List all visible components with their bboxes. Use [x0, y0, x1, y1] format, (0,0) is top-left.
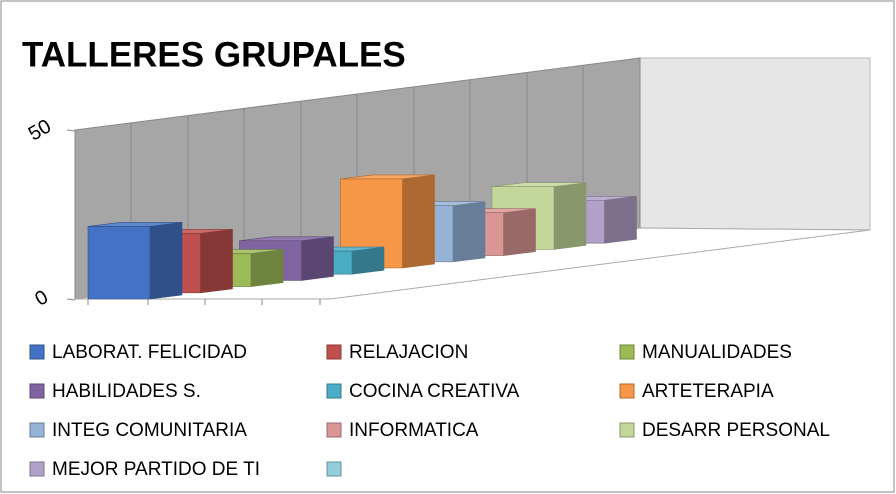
legend-label: RELAJACION: [349, 342, 468, 363]
legend-swatch: [326, 422, 342, 438]
legend-swatch: [619, 344, 635, 360]
legend-label: INFORMATICA: [349, 420, 479, 441]
legend-label: ARTETERAPIA: [642, 381, 774, 402]
legend-swatch: [326, 383, 342, 399]
legend-swatch: [29, 344, 45, 360]
chart-title: TALLERES GRUPALES: [22, 35, 406, 74]
bar-side: [149, 222, 183, 300]
legend-swatch: [29, 461, 45, 477]
bar-side: [503, 208, 536, 256]
bar-side: [301, 236, 334, 281]
bar-side: [250, 249, 284, 287]
bar-side: [200, 229, 233, 294]
legend-label: HABILIDADES S.: [52, 381, 201, 402]
legend-swatch: [29, 422, 45, 438]
legend-label: LABORAT. FELICIDAD: [52, 342, 247, 363]
bar-side: [402, 174, 435, 269]
bar-side: [604, 195, 637, 244]
bar-side: [553, 182, 587, 250]
legend-swatch: [29, 383, 45, 399]
legend-swatch: [619, 422, 635, 438]
bar-side: [351, 246, 385, 275]
y-tick: [66, 298, 76, 301]
side-wall: [639, 57, 871, 231]
bar-side: [452, 201, 486, 263]
legend-label: MANUALIDADES: [642, 342, 792, 363]
legend-swatch: [326, 344, 342, 360]
y-tick: [66, 129, 76, 132]
legend-swatch: [326, 461, 342, 477]
bar: [340, 174, 435, 269]
legend-label: DESARR PERSONAL: [642, 420, 830, 441]
legend-swatch: [619, 383, 635, 399]
bar-front: [87, 226, 151, 300]
legend-label: MEJOR PARTIDO DE TI: [52, 459, 260, 480]
bar: [87, 222, 183, 300]
legend-label: COCINA CREATIVA: [349, 381, 520, 402]
legend-label: INTEG COMUNITARIA: [52, 420, 247, 441]
